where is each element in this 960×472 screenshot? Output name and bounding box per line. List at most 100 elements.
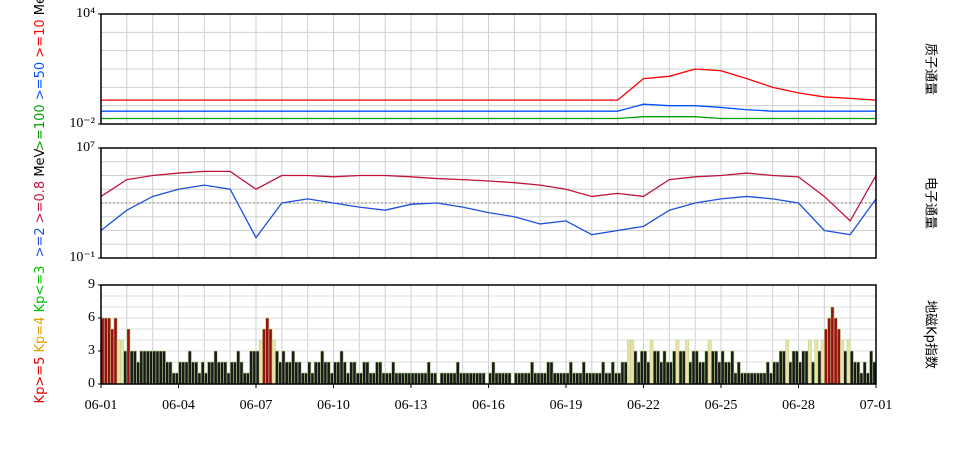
kp-bar — [620, 361, 625, 385]
kp-bar — [336, 361, 341, 385]
kp-bar — [123, 350, 128, 385]
kp-bar — [384, 372, 389, 385]
kp-bar — [630, 339, 635, 385]
kp-bar — [278, 361, 283, 385]
series-line — [101, 116, 876, 120]
kp-bar — [643, 350, 648, 385]
kp-bar — [720, 350, 725, 385]
kp-bar — [181, 361, 186, 385]
kp-bar — [442, 372, 447, 385]
kp-bar — [723, 361, 728, 385]
kp-bar — [859, 372, 864, 385]
x-tick-label: 06-22 — [627, 398, 660, 413]
y-tick-label: 3 — [88, 343, 95, 358]
x-tick-label: 06-19 — [550, 398, 583, 413]
kp-bar — [149, 350, 153, 385]
kp-bar — [652, 350, 657, 385]
kp-bar — [601, 361, 606, 385]
series-line — [100, 170, 877, 222]
kp-bar — [452, 372, 457, 385]
x-tick-label: 06-13 — [395, 398, 428, 413]
kp-bar — [746, 372, 751, 385]
kp-bar — [704, 350, 709, 385]
kp-bar — [152, 350, 157, 385]
series-line — [100, 184, 877, 239]
kp-bar — [610, 361, 615, 385]
kp-bar — [556, 372, 560, 385]
kp-bar — [249, 350, 254, 385]
kp-bar — [184, 361, 189, 385]
panel-title: 质子通量 — [923, 43, 938, 95]
kp-bar — [391, 361, 396, 385]
kp-bar — [568, 361, 573, 385]
kp-bar — [381, 372, 386, 385]
y-axis-label: >=2 >=0.8 MeV — [33, 148, 48, 257]
kp-bar — [520, 372, 525, 385]
kp-bar — [575, 372, 580, 385]
legend-entry: >=50 — [33, 62, 48, 100]
kp-bar — [646, 361, 651, 385]
kp-bar — [811, 361, 815, 385]
kp-bar — [623, 361, 628, 385]
kp-bar — [659, 361, 664, 385]
kp-bar — [614, 372, 618, 385]
kp-bar — [562, 372, 567, 385]
kp-bar — [656, 350, 660, 385]
kp-bar — [539, 372, 544, 385]
kp-bar — [229, 361, 234, 385]
kp-bar — [465, 372, 470, 385]
kp-bar — [685, 339, 690, 385]
kp-bar — [681, 350, 686, 385]
kp-bar — [468, 372, 473, 385]
kp-bar — [459, 372, 463, 385]
kp-bar — [627, 339, 631, 385]
kp-bar — [481, 372, 486, 385]
kp-bar — [514, 372, 518, 385]
legend-entry: Kp<=3 — [33, 266, 48, 313]
kp-bar — [268, 328, 273, 385]
kp-bar — [749, 372, 754, 385]
kp-bar — [543, 372, 547, 385]
kp-bar — [446, 372, 451, 385]
kp-bar — [339, 350, 344, 385]
kp-bar — [691, 350, 696, 385]
kp-bar — [433, 372, 438, 385]
kp-bar — [284, 361, 289, 385]
kp-bar — [258, 339, 263, 385]
kp-bar — [752, 372, 757, 385]
kp-bar — [833, 317, 838, 385]
kp-bar — [526, 372, 531, 385]
plot-frame — [100, 147, 877, 259]
kp-bar — [523, 372, 528, 385]
kp-bar — [759, 372, 764, 385]
kp-bar — [129, 350, 134, 385]
kp-bar — [507, 372, 512, 385]
kp-bar — [407, 372, 412, 385]
kp-bar — [846, 339, 851, 385]
kp-bar — [197, 372, 202, 385]
y-axis-unit: MeV — [33, 148, 48, 176]
kp-bar — [155, 350, 160, 385]
legend-entry: >=0.8 — [33, 181, 48, 223]
kp-bar — [491, 361, 496, 385]
kp-bar — [827, 317, 832, 385]
kp-bar — [262, 328, 266, 385]
kp-bar — [714, 350, 719, 385]
kp-bar — [110, 328, 115, 385]
kp-bar — [430, 372, 434, 385]
x-tick-label: 07-01 — [860, 398, 893, 413]
kp-bar — [168, 361, 173, 385]
kp-bar — [174, 372, 179, 385]
kp-bar — [727, 361, 731, 385]
kp-bar — [320, 350, 325, 385]
kp-bar — [840, 339, 845, 385]
kp-bar — [572, 372, 576, 385]
kp-bar — [388, 372, 392, 385]
y-axis-unit: MeV — [33, 0, 48, 15]
kp-bar — [165, 361, 170, 385]
kp-bar — [404, 372, 409, 385]
kp-bar — [397, 372, 402, 385]
kp-bar — [604, 372, 609, 385]
kp-bar — [798, 361, 803, 385]
